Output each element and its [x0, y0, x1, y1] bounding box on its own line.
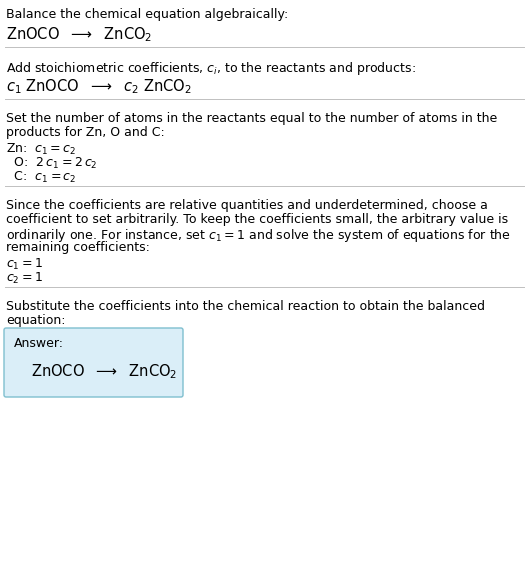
Text: $c_1 = 1$: $c_1 = 1$: [6, 257, 43, 272]
Text: Substitute the coefficients into the chemical reaction to obtain the balanced: Substitute the coefficients into the che…: [6, 300, 485, 313]
Text: Since the coefficients are relative quantities and underdetermined, choose a: Since the coefficients are relative quan…: [6, 199, 488, 212]
Text: ZnOCO  $\longrightarrow$  ZnCO$_2$: ZnOCO $\longrightarrow$ ZnCO$_2$: [31, 362, 177, 381]
Text: coefficient to set arbitrarily. To keep the coefficients small, the arbitrary va: coefficient to set arbitrarily. To keep …: [6, 213, 508, 226]
Text: equation:: equation:: [6, 314, 66, 327]
FancyBboxPatch shape: [4, 328, 183, 397]
Text: remaining coefficients:: remaining coefficients:: [6, 241, 150, 254]
Text: O:  $2\,c_1 = 2\,c_2$: O: $2\,c_1 = 2\,c_2$: [6, 156, 97, 171]
Text: $c_2 = 1$: $c_2 = 1$: [6, 271, 43, 286]
Text: Answer:: Answer:: [14, 337, 64, 350]
Text: C:  $c_1 = c_2$: C: $c_1 = c_2$: [6, 170, 77, 185]
Text: $c_1$ ZnOCO  $\longrightarrow$  $c_2$ ZnCO$_2$: $c_1$ ZnOCO $\longrightarrow$ $c_2$ ZnCO…: [6, 77, 191, 96]
Text: ordinarily one. For instance, set $c_1 = 1$ and solve the system of equations fo: ordinarily one. For instance, set $c_1 =…: [6, 227, 511, 244]
Text: Set the number of atoms in the reactants equal to the number of atoms in the: Set the number of atoms in the reactants…: [6, 112, 497, 125]
Text: Add stoichiometric coefficients, $c_i$, to the reactants and products:: Add stoichiometric coefficients, $c_i$, …: [6, 60, 416, 77]
Text: products for Zn, O and C:: products for Zn, O and C:: [6, 126, 165, 139]
Text: ZnOCO  $\longrightarrow$  ZnCO$_2$: ZnOCO $\longrightarrow$ ZnCO$_2$: [6, 25, 152, 44]
Text: Balance the chemical equation algebraically:: Balance the chemical equation algebraica…: [6, 8, 288, 21]
Text: Zn:  $c_1 = c_2$: Zn: $c_1 = c_2$: [6, 142, 76, 157]
